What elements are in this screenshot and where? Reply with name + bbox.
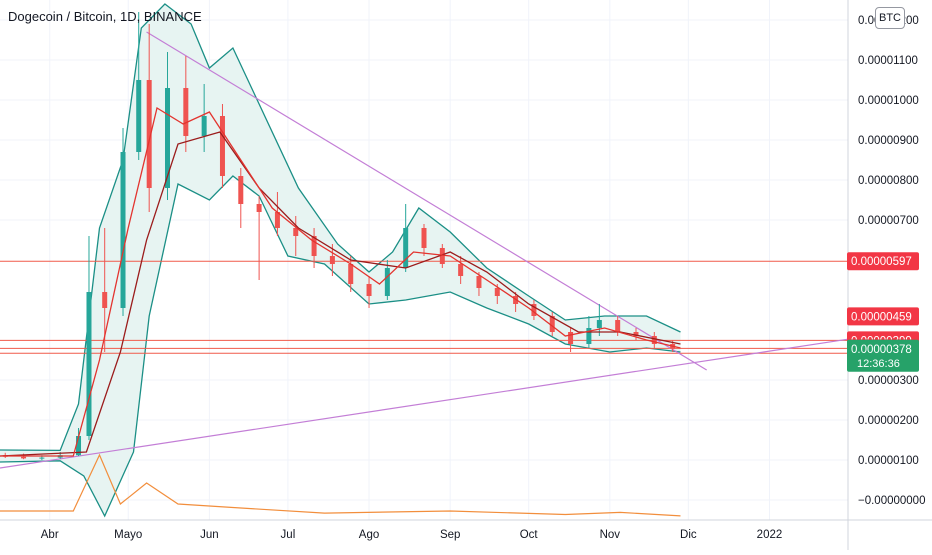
- candle-body: [165, 88, 171, 188]
- candle-body: [348, 264, 354, 284]
- candle-body: [120, 152, 126, 308]
- bollinger-band-layer: [0, 3, 681, 518]
- candle-body: [274, 212, 280, 228]
- candle-body: [458, 264, 464, 276]
- volume-layer: [0, 453, 681, 517]
- bollinger-lower-line: [0, 175, 681, 518]
- candle-body: [238, 176, 244, 204]
- candle-body: [439, 248, 445, 264]
- x-tick-label: Mayo: [114, 529, 142, 541]
- candle-body: [39, 457, 45, 459]
- candle-body: [256, 204, 262, 212]
- x-tick-label: Sep: [440, 529, 460, 541]
- x-tick-label: 2022: [757, 529, 783, 541]
- unit-badge[interactable]: BTC: [875, 7, 905, 29]
- candle-body: [494, 288, 500, 296]
- y-tick-label: 0.00000200: [858, 415, 919, 427]
- candle-body: [219, 116, 225, 176]
- candle-body: [476, 276, 482, 288]
- y-tick-label: −0.00000000: [858, 495, 925, 507]
- candle-body: [329, 256, 335, 264]
- candle-body: [568, 332, 574, 344]
- bollinger-upper-line: [0, 3, 681, 452]
- x-tick-label: Ago: [359, 529, 379, 541]
- y-tick-label: 0.00000300: [858, 375, 919, 387]
- y-tick-label: 0.00000100: [858, 455, 919, 467]
- candle-body: [586, 328, 592, 344]
- candle-body: [293, 228, 299, 236]
- candle-body: [102, 292, 108, 308]
- candle-body: [311, 236, 317, 256]
- candle-body: [596, 320, 602, 328]
- candle-body: [76, 436, 82, 456]
- candle-body: [403, 228, 409, 268]
- candle-body: [201, 116, 207, 136]
- x-tick-label: Abr: [41, 529, 59, 541]
- candle-body: [86, 292, 92, 436]
- bollinger-band-fill: [0, 4, 681, 516]
- y-tick-label: 0.00001100: [858, 55, 918, 67]
- candle-body: [183, 88, 189, 136]
- candle-body: [549, 316, 555, 332]
- candle-body: [421, 228, 427, 248]
- candle-body: [384, 268, 390, 296]
- x-tick-label: Jun: [200, 529, 219, 541]
- price-level-label: 0.00000459: [851, 311, 912, 323]
- y-tick-label: 0.00001000: [858, 95, 919, 107]
- candle-body: [615, 320, 621, 332]
- candle-body: [21, 456, 27, 459]
- ma-fast-line: [0, 106, 681, 457]
- last-price-countdown: 12:36:36: [857, 358, 900, 370]
- x-tick-label: Nov: [600, 529, 621, 541]
- candle-body: [136, 80, 142, 152]
- ma-slow-line: [0, 131, 681, 457]
- candle-body: [146, 80, 152, 188]
- last-price-label: 0.00000378: [851, 344, 912, 356]
- y-tick-label: 0.00000800: [858, 175, 919, 187]
- x-tick-label: Jul: [281, 529, 296, 541]
- last-price-label-box: [847, 339, 919, 372]
- trendlines-layer: [0, 31, 849, 469]
- candles-layer: [2, 12, 676, 460]
- moving-averages-layer: [0, 106, 681, 457]
- trendline: [146, 31, 707, 371]
- x-tick-label: Dic: [680, 529, 697, 541]
- y-tick-label: 0.00000900: [858, 135, 919, 147]
- symbol-title: Dogecoin / Bitcoin, 1D, BINANCE: [8, 9, 202, 24]
- y-tick-label: 0.00000700: [858, 215, 919, 227]
- price-level-label-box: [847, 252, 919, 271]
- horizontal-levels-layer: [0, 260, 848, 354]
- volume-line: [0, 453, 681, 517]
- candle-body: [651, 336, 657, 344]
- price-level-label-box: [847, 307, 919, 326]
- trendline: [0, 338, 849, 469]
- candle-body: [633, 332, 639, 336]
- price-level-label: 0.00000597: [851, 256, 912, 268]
- candle-body: [531, 304, 537, 316]
- candle-body: [366, 284, 372, 296]
- x-tick-label: Oct: [520, 529, 539, 541]
